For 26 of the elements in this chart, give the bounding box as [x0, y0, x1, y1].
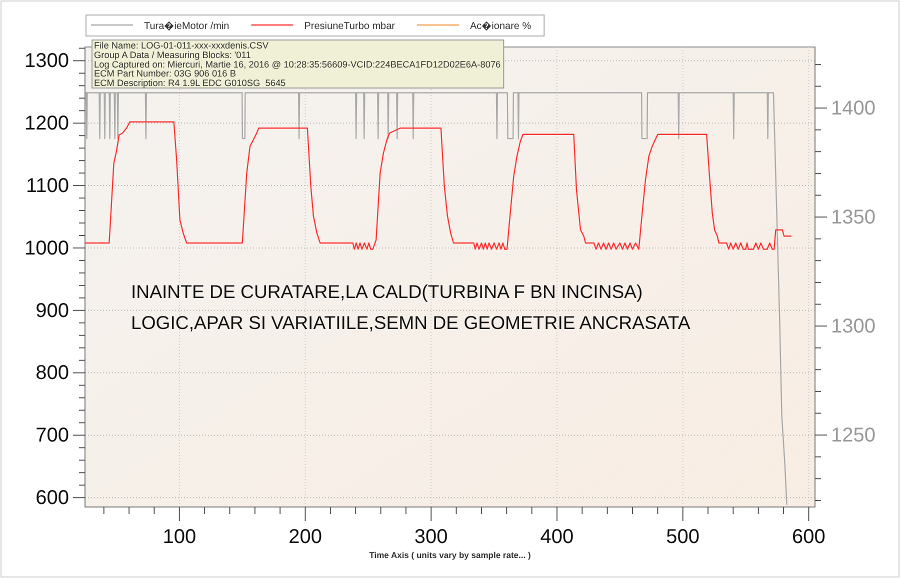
x-tick-label: 400	[540, 526, 574, 548]
y-tick-label: 1000	[24, 237, 69, 260]
line-series	[85, 92, 788, 506]
y-tick-label: 1200	[24, 112, 69, 135]
y-tick-label: 600	[36, 487, 69, 510]
y-tick-label: 700	[36, 424, 69, 447]
y-tick-label: 1300	[24, 50, 69, 72]
annotation: INAINTE DE CURATARE,LA CALD(TURBINA F BN INCINSA) LOGIC,APAR SI VARIATIILE,SEMN DE GEOMETRIE ANCRASATA	[131, 281, 691, 333]
y2-tick-label: 1250	[831, 424, 876, 446]
legend-label: Ac�ionare %	[470, 21, 532, 32]
x-tick-label: 500	[666, 526, 700, 548]
line-series	[84, 121, 792, 250]
x-tick-label: 600	[792, 526, 826, 548]
x-axis-title: Time Axis ( units vary by sample rate... )	[369, 550, 531, 560]
legend-label: PresiuneTurbo mbar	[304, 21, 396, 32]
x-tick-label: 300	[414, 526, 448, 548]
y2-tick-label: 1300	[831, 315, 876, 338]
y2-tick-label: 1350	[831, 206, 876, 228]
legend-label: Tura�ieMotor /min	[144, 21, 230, 32]
x-tick-label: 100	[162, 526, 196, 548]
x-tick-label: 200	[288, 526, 322, 548]
y-tick-label: 1100	[26, 174, 69, 197]
y2-tick-label: 1400	[831, 97, 876, 120]
y-tick-label: 900	[36, 300, 69, 322]
annotation: File Name: LOG-01-011-xxx-xxxdenis.CSV Group A Data / Measuring Blocks: '011 Log Captured on: Miercuri, Martie 16, 2016 @ 10:28:35:56609-VCID:224BECA1FD12D02E6A-8076 ECM Part Number: 03G 906 016 B ECM Description: R4 1.9L EDC G010SG 5645	[94, 40, 501, 88]
y-tick-label: 800	[36, 362, 69, 384]
